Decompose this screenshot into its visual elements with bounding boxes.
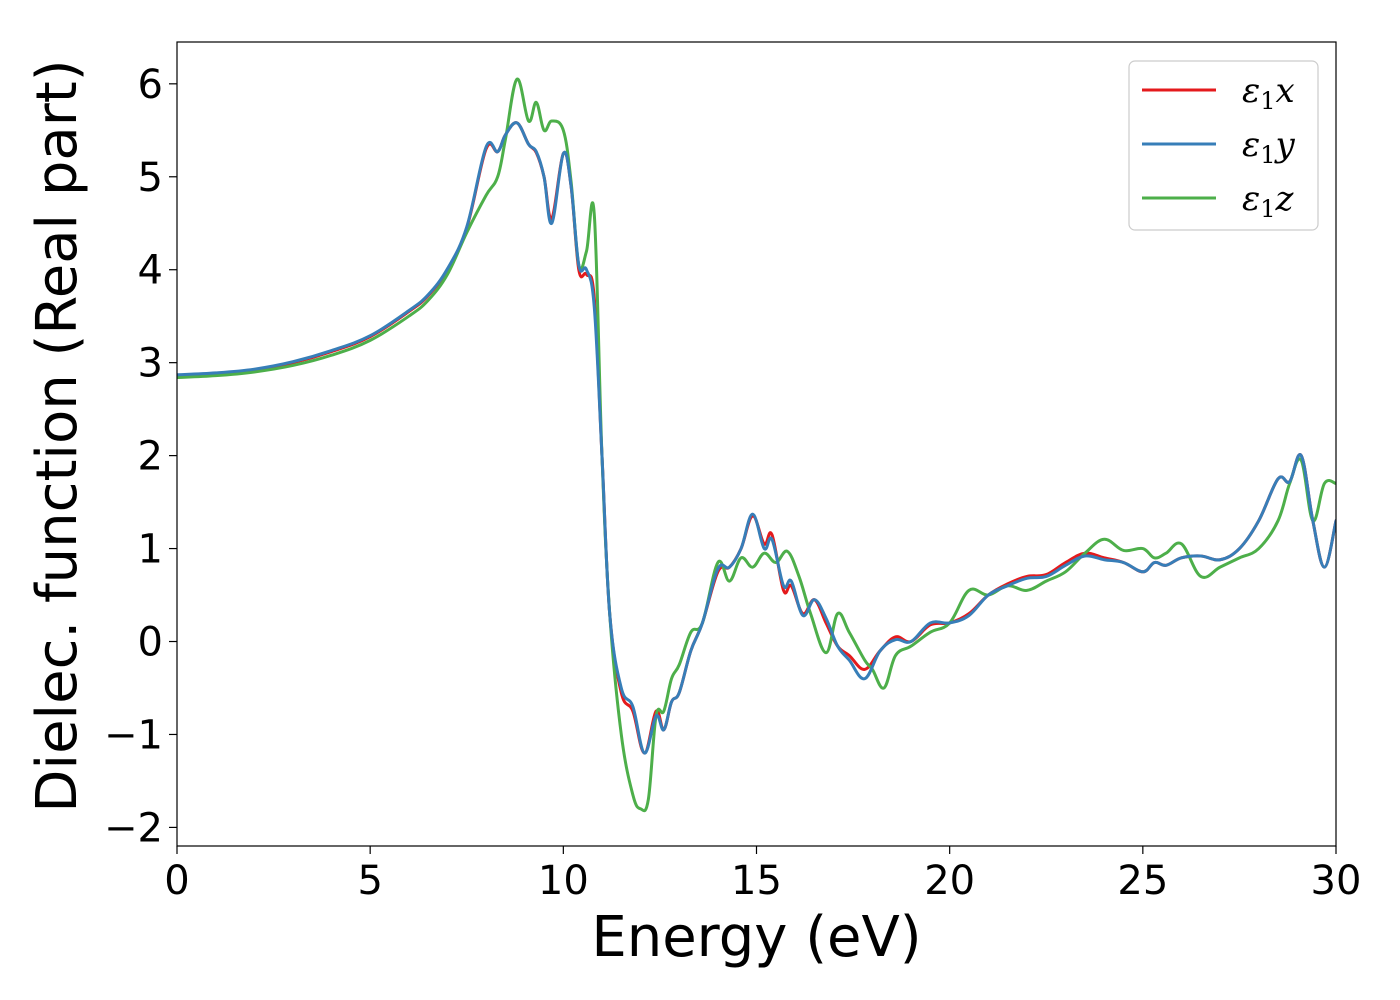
x-tick-label: 20: [924, 858, 975, 904]
legend: ε1x ε1y ε1z: [1128, 60, 1319, 231]
y-tick-label: −2: [104, 805, 163, 851]
x-tick-label: 10: [538, 858, 589, 904]
y-tick-label: −1: [104, 712, 163, 758]
x-axis-label: Energy (eV): [591, 905, 921, 970]
legend-label-y: ε1y: [1242, 125, 1296, 169]
x-tick-label: 15: [731, 858, 782, 904]
y-axis-label: Dielec. function (Real part): [25, 59, 90, 812]
x-tick-label: 30: [1311, 858, 1362, 904]
y-tick-label: 0: [138, 620, 163, 666]
y-tick-label: 6: [138, 62, 163, 108]
x-axis: 0 5 10 15 20 25 30: [164, 846, 1361, 904]
y-tick-label: 3: [138, 341, 163, 387]
legend-label-z: ε1z: [1242, 179, 1295, 223]
legend-box: [1128, 60, 1319, 231]
y-tick-label: 4: [138, 248, 163, 294]
series-line-z: [177, 77, 1336, 813]
y-tick-label: 2: [138, 434, 163, 480]
x-tick-label: 25: [1117, 858, 1168, 904]
y-tick-label: 1: [138, 527, 163, 573]
series-layer: [177, 77, 1336, 813]
y-tick-label: 5: [138, 155, 163, 201]
series-line-y: [177, 121, 1336, 755]
x-tick-label: 0: [164, 858, 189, 904]
y-axis: −2 −1 0 1 2 3 4 5 6: [104, 62, 177, 851]
legend-label-x: ε1x: [1242, 71, 1295, 115]
x-tick-label: 5: [357, 858, 382, 904]
